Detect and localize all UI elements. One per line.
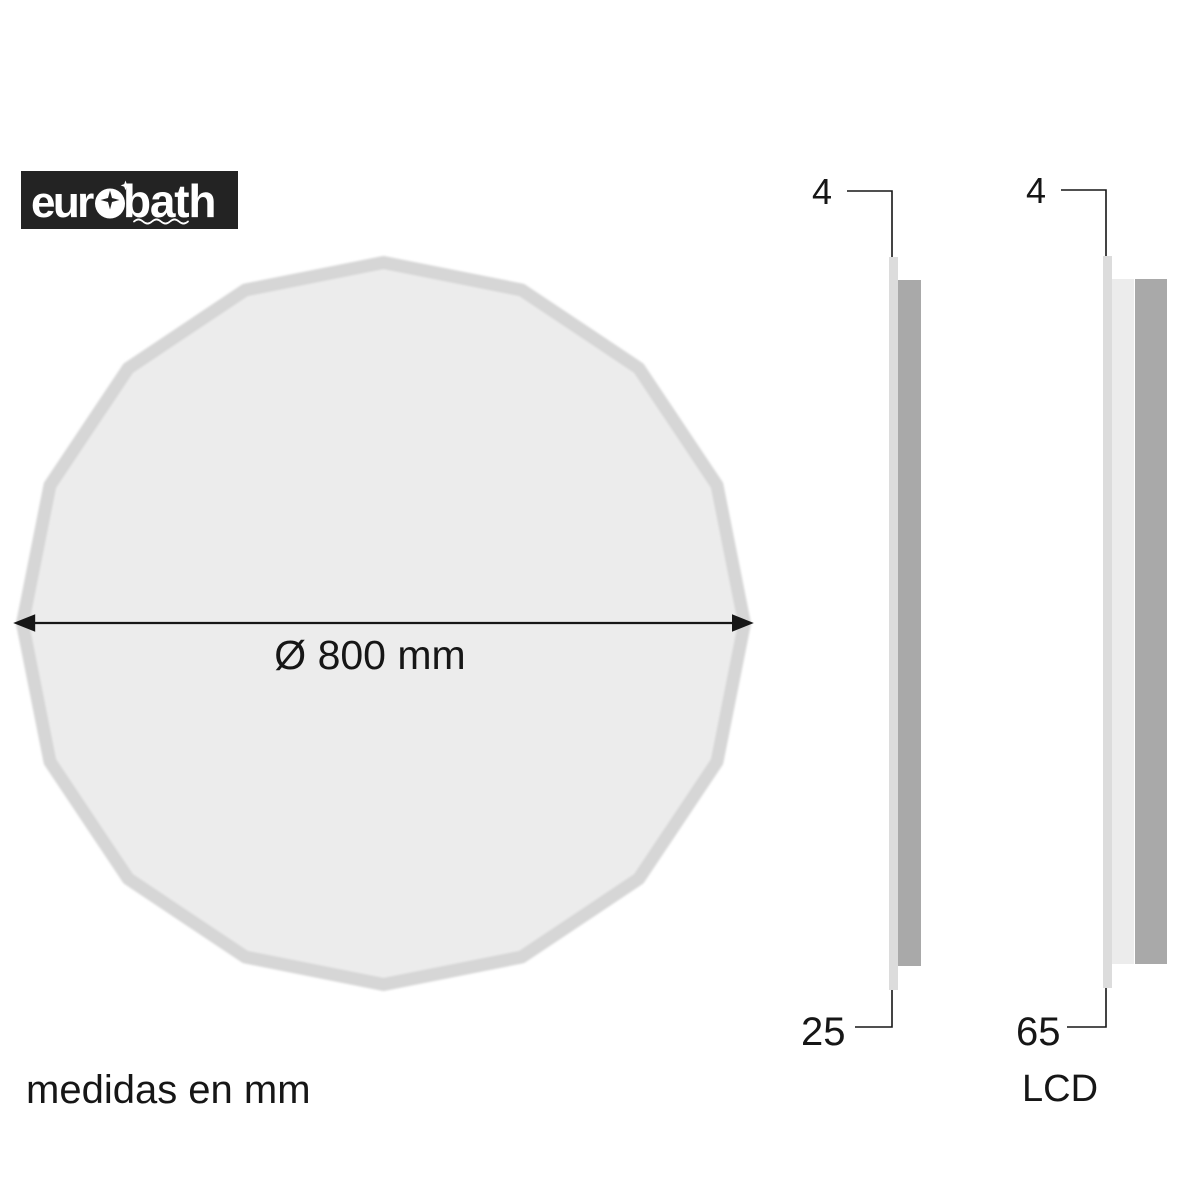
svg-text:25: 25 xyxy=(801,1010,846,1054)
svg-text:4: 4 xyxy=(812,171,832,212)
svg-text:medidas en mm: medidas en mm xyxy=(26,1068,311,1112)
svg-text:LCD: LCD xyxy=(1022,1068,1098,1110)
svg-text:4: 4 xyxy=(1026,170,1046,211)
svg-text:65: 65 xyxy=(1016,1010,1061,1054)
svg-text:Ø 800 mm: Ø 800 mm xyxy=(274,632,465,678)
